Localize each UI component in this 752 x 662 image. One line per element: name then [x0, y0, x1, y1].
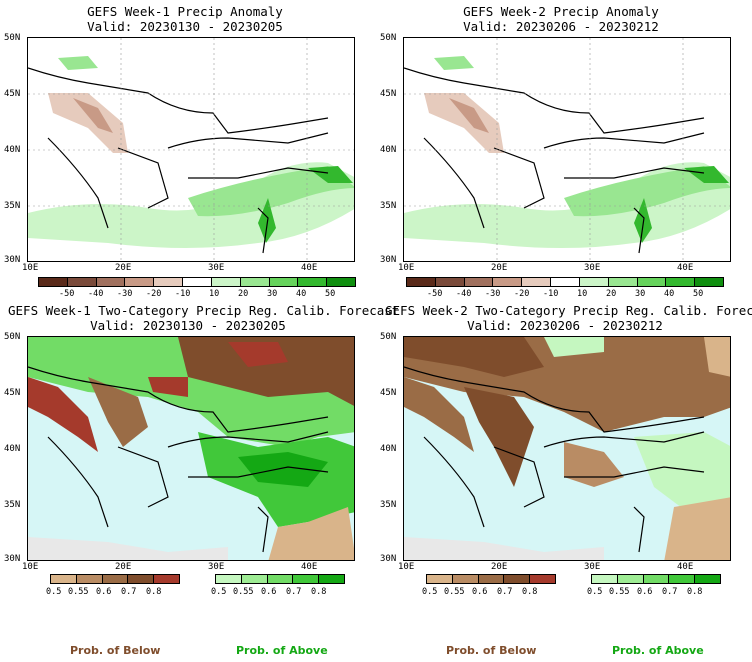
lat-label: 40N — [380, 145, 397, 155]
anomaly-colorbar-1 — [38, 277, 356, 287]
prob-below-label: Prob. of Below — [70, 644, 161, 657]
lon-label: 30E — [584, 562, 601, 572]
panel1-title: GEFS Week-1 Precip Anomaly Valid: 2023013… — [87, 4, 283, 34]
lon-label: 40E — [301, 562, 318, 572]
lat-label: 45N — [380, 89, 397, 99]
lat-label: 50N — [4, 332, 21, 342]
above-colorbar-2 — [591, 574, 721, 584]
lon-label: 40E — [677, 263, 694, 273]
lat-label: 40N — [4, 444, 21, 454]
lat-label: 50N — [380, 33, 397, 43]
lat-label: 35N — [380, 500, 397, 510]
lat-label: 40N — [4, 145, 21, 155]
panel2-map — [403, 37, 731, 262]
lon-label: 30E — [208, 263, 225, 273]
panel3-title: GEFS Week-1 Two-Category Precip Reg. Cal… — [8, 303, 400, 333]
lon-label: 20E — [115, 562, 132, 572]
lon-label: 10E — [22, 562, 39, 572]
lat-label: 50N — [4, 33, 21, 43]
lon-label: 40E — [301, 263, 318, 273]
panel2-title: GEFS Week-2 Precip Anomaly Valid: 2023020… — [463, 4, 659, 34]
lon-label: 10E — [398, 263, 415, 273]
prob-above-label: Prob. of Above — [236, 644, 328, 657]
above-colorbar-1 — [215, 574, 345, 584]
lon-label: 20E — [491, 263, 508, 273]
below-colorbar-1 — [50, 574, 180, 584]
panel1-map — [27, 37, 355, 262]
lat-label: 30N — [4, 554, 21, 564]
prob-below-label: Prob. of Below — [446, 644, 537, 657]
lon-label: 10E — [22, 263, 39, 273]
lat-label: 35N — [4, 500, 21, 510]
lon-label: 20E — [491, 562, 508, 572]
panel3-map — [27, 336, 355, 561]
below-colorbar-2 — [426, 574, 556, 584]
lat-label: 40N — [380, 444, 397, 454]
lat-label: 35N — [4, 201, 21, 211]
lat-label: 45N — [380, 388, 397, 398]
lat-label: 30N — [380, 255, 397, 265]
lat-label: 30N — [380, 554, 397, 564]
lon-label: 30E — [208, 562, 225, 572]
lon-label: 40E — [677, 562, 694, 572]
panel4-map — [403, 336, 731, 561]
prob-above-label: Prob. of Above — [612, 644, 704, 657]
lat-label: 35N — [380, 201, 397, 211]
lon-label: 30E — [584, 263, 601, 273]
lat-label: 45N — [4, 89, 21, 99]
lat-label: 45N — [4, 388, 21, 398]
lon-label: 20E — [115, 263, 132, 273]
lon-label: 10E — [398, 562, 415, 572]
lat-label: 50N — [380, 332, 397, 342]
panel4-title: GEFS Week-2 Two-Category Precip Reg. Cal… — [385, 303, 752, 333]
anomaly-colorbar-2 — [406, 277, 724, 287]
lat-label: 30N — [4, 255, 21, 265]
